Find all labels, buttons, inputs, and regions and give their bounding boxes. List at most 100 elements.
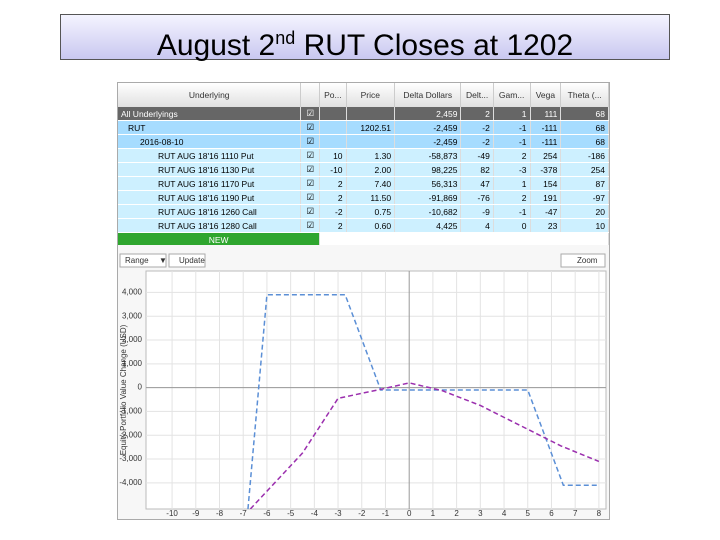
table-cell: -2,459 (394, 134, 462, 149)
table-cell (346, 107, 396, 121)
table-row: All Underlyings ☑ 2,459 2 1 111 68 (118, 107, 609, 121)
table-row: RUT AUG 18'16 1280 Call ☑ 2 0.60 4,425 4 0 23 10 (118, 218, 609, 233)
table-cell: RUT AUG 18'16 1170 Put (118, 176, 302, 191)
table-cell: 2 (460, 107, 494, 121)
table-cell: -1 (493, 204, 531, 219)
table-cell: -378 (530, 162, 562, 177)
x-tick-label: 4 (502, 509, 507, 518)
y-tick-label: -2,000 (119, 430, 142, 439)
table-cell: 0 (493, 218, 531, 233)
table-row: RUT AUG 18'16 1170 Put ☑ 2 7.40 56,313 47 1 154… (118, 176, 609, 191)
x-tick-label: 5 (526, 509, 531, 518)
chart: Range ▼ Update Zoom Equity Portfolio Val… (118, 245, 609, 519)
table-cell (319, 134, 347, 149)
new-row: NEW (118, 232, 609, 246)
table-row: RUT AUG 18'16 1190 Put ☑ 2 11.50 -91,869 -76 2… (118, 190, 609, 205)
update-button[interactable] (168, 253, 206, 268)
table-row: RUT AUG 18'16 1260 Call ☑ -2 0.75 -10,682 -9-… (118, 204, 609, 219)
table-cell: 254 (560, 162, 609, 177)
table-cell (319, 120, 347, 135)
table-cell: -10,682 (394, 204, 462, 219)
table-cell: -2 (460, 120, 494, 135)
table-cell: -47 (530, 204, 562, 219)
x-tick-label: -9 (192, 509, 200, 518)
table-cell: -1 (493, 134, 531, 149)
checkbox: ☑ (300, 148, 321, 163)
title-text: RUT Closes at 1202 (295, 29, 574, 62)
x-tick-label: -4 (311, 509, 319, 518)
table-cell: 10 (319, 148, 347, 163)
table-cell: 68 (560, 134, 609, 149)
table-cell: 254 (530, 148, 562, 163)
column-header: Vega (530, 83, 562, 107)
x-tick-label: 7 (573, 509, 578, 518)
y-tick-label: 2,000 (122, 335, 143, 344)
y-tick-label: 1,000 (122, 359, 143, 368)
title-text: August 2 (156, 29, 276, 62)
check-header (300, 83, 321, 107)
table-cell: 2 (319, 190, 347, 205)
table-cell: 11.50 (346, 190, 396, 205)
table-cell: -111 (530, 120, 562, 135)
table-cell: 2 (493, 148, 531, 163)
table-cell (346, 134, 396, 149)
table-cell: RUT AUG 18'16 1110 Put (118, 148, 302, 163)
column-header: Po... (319, 83, 347, 107)
x-tick-label: -8 (216, 509, 224, 518)
table-cell: 2,459 (394, 107, 462, 121)
column-header: Underlying (118, 83, 302, 107)
checkbox: ☑ (300, 190, 321, 205)
checkbox: ☑ (300, 120, 321, 135)
table-cell: 47 (460, 176, 494, 191)
table-row: RUT AUG 18'16 1110 Put ☑ 10 1.30 -58,873 -49 2… (118, 148, 609, 163)
table-cell: 68 (560, 107, 609, 121)
table-cell: -76 (460, 190, 494, 205)
table-row: RUT AUG 18'16 1130 Put ☑ -10 2.00 98,225 82 -3… (118, 162, 609, 177)
y-tick-label: 0 (138, 383, 143, 392)
checkbox: ☑ (300, 218, 321, 233)
range-button[interactable] (119, 253, 167, 268)
table-cell: 0.60 (346, 218, 396, 233)
table-cell: 87 (560, 176, 609, 191)
table-cell: -10 (319, 162, 347, 177)
table-cell: -2 (319, 204, 347, 219)
table-cell: 56,313 (394, 176, 462, 191)
column-header: Delta Dollars (394, 83, 462, 107)
zoom-button[interactable] (560, 253, 606, 268)
x-tick-label: -1 (382, 509, 390, 518)
table-cell: -49 (460, 148, 494, 163)
table-cell (319, 107, 347, 121)
y-tick-label: 4,000 (122, 288, 143, 297)
table-row: 2016-08-10 ☑ -2,459 -2 -1 -111 68 (118, 134, 609, 149)
table-cell: 7.40 (346, 176, 396, 191)
table-cell: 2 (493, 190, 531, 205)
checkbox: ☑ (300, 176, 321, 191)
table-cell: 23 (530, 218, 562, 233)
slide-title: August 2nd RUT Closes at 1202 (60, 14, 670, 62)
column-header: Delt... (460, 83, 494, 107)
column-header: Price (346, 83, 396, 107)
new-cell: NEW (118, 232, 321, 246)
table-cell: RUT (118, 120, 302, 135)
x-tick-label: -5 (287, 509, 295, 518)
y-tick-label: -1,000 (119, 407, 142, 416)
table-row: RUT ☑ 1202.51 -2,459 -2 -1 -111 68 (118, 120, 609, 135)
table-cell: -97 (560, 190, 609, 205)
table-cell: -1 (493, 120, 531, 135)
y-axis-label: Equity Portfolio Value Change (USD) (119, 324, 128, 455)
table-cell: 98,225 (394, 162, 462, 177)
dropdown-arrow: ▼ (159, 256, 167, 265)
checkbox: ☑ (300, 107, 321, 121)
column-header: Theta (... (560, 83, 609, 107)
empty-cell (319, 232, 609, 246)
table-cell: 2 (319, 218, 347, 233)
table-cell: 191 (530, 190, 562, 205)
table-cell: All Underlyings (118, 107, 302, 121)
table-cell: 154 (530, 176, 562, 191)
update-label: Update (179, 256, 205, 265)
checkbox: ☑ (300, 204, 321, 219)
x-tick-label: 2 (454, 509, 459, 518)
x-tick-label: 3 (478, 509, 483, 518)
table-cell: 68 (560, 120, 609, 135)
checkbox: ☑ (300, 162, 321, 177)
